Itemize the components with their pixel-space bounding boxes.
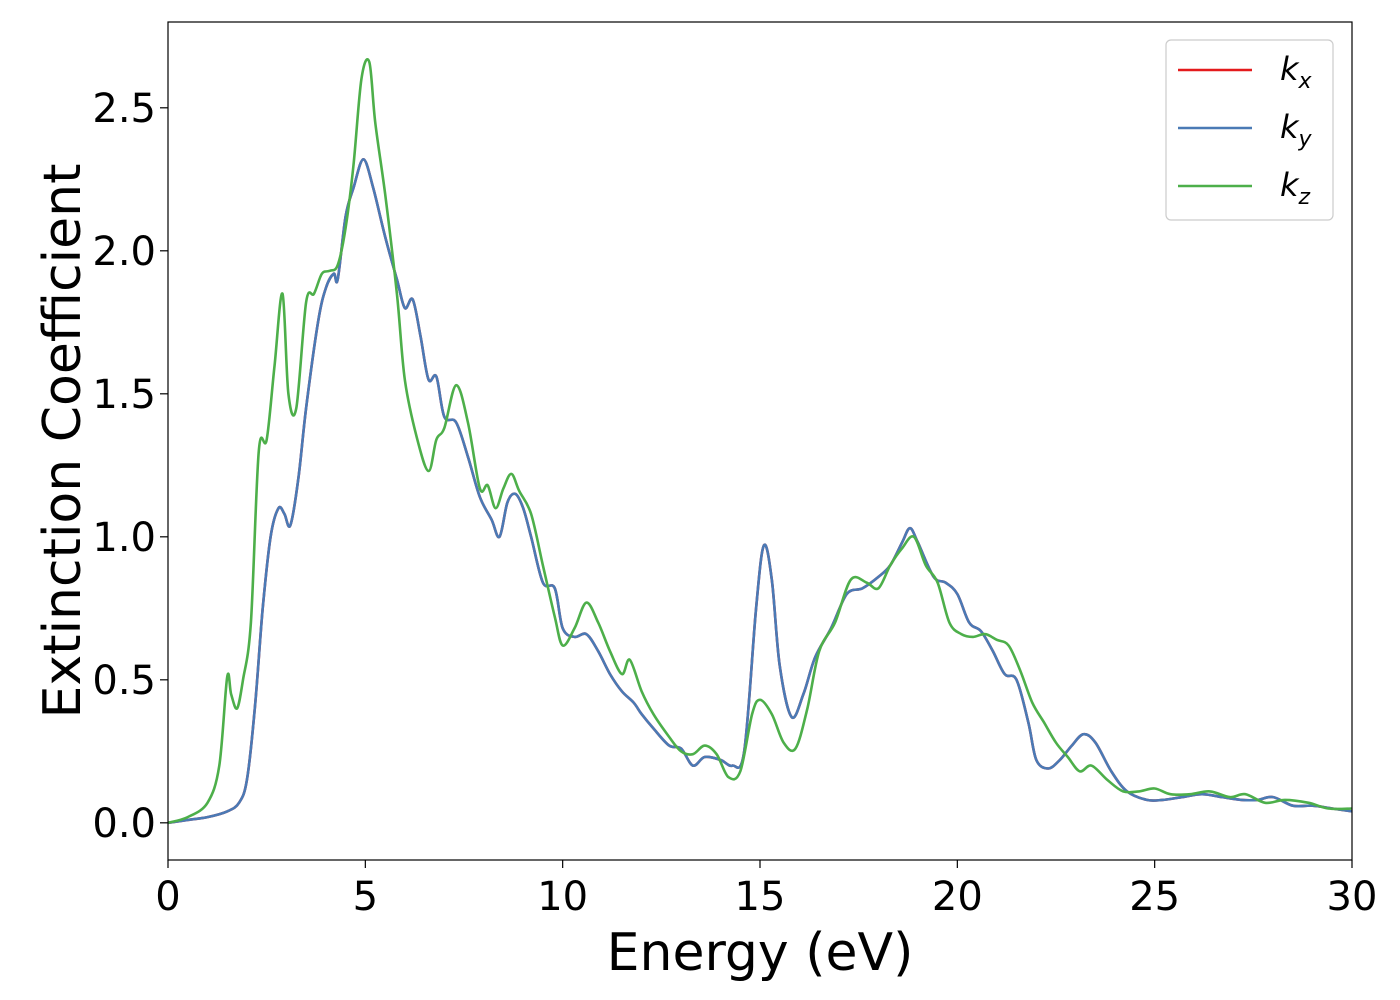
legend-label-ky: ky xyxy=(1280,108,1313,152)
series-line-ky xyxy=(167,158,1353,825)
y-axis-label: Extinction Coefficient xyxy=(33,164,93,719)
y-tick-label: 2.0 xyxy=(92,229,156,275)
x-axis-label: Energy (eV) xyxy=(607,923,914,983)
x-tick-label: 10 xyxy=(537,874,588,920)
y-tick-label: 0.0 xyxy=(92,801,156,847)
x-axis-ticks: 0 5 10 15 20 25 30 xyxy=(155,860,1377,920)
y-tick-label: 2.5 xyxy=(92,86,156,132)
series-line-kx xyxy=(167,158,1353,825)
y-tick-label: 1.0 xyxy=(92,515,156,561)
x-tick-label: 20 xyxy=(932,874,983,920)
series-line-kz xyxy=(167,57,1353,825)
x-tick-label: 30 xyxy=(1327,874,1378,920)
legend: kx ky kz xyxy=(1165,39,1334,221)
y-tick-label: 1.5 xyxy=(92,372,156,418)
x-tick-label: 0 xyxy=(155,874,180,920)
y-axis-ticks: 0.0 0.5 1.0 1.5 2.0 2.5 xyxy=(92,86,168,847)
legend-label-kz: kz xyxy=(1280,166,1311,210)
plot-lines xyxy=(167,57,1353,825)
legend-box xyxy=(1165,39,1334,221)
x-tick-label: 5 xyxy=(353,874,378,920)
x-tick-label: 15 xyxy=(735,874,786,920)
legend-label-kx: kx xyxy=(1280,50,1313,94)
x-tick-label: 25 xyxy=(1129,874,1180,920)
y-tick-label: 0.5 xyxy=(92,658,156,704)
